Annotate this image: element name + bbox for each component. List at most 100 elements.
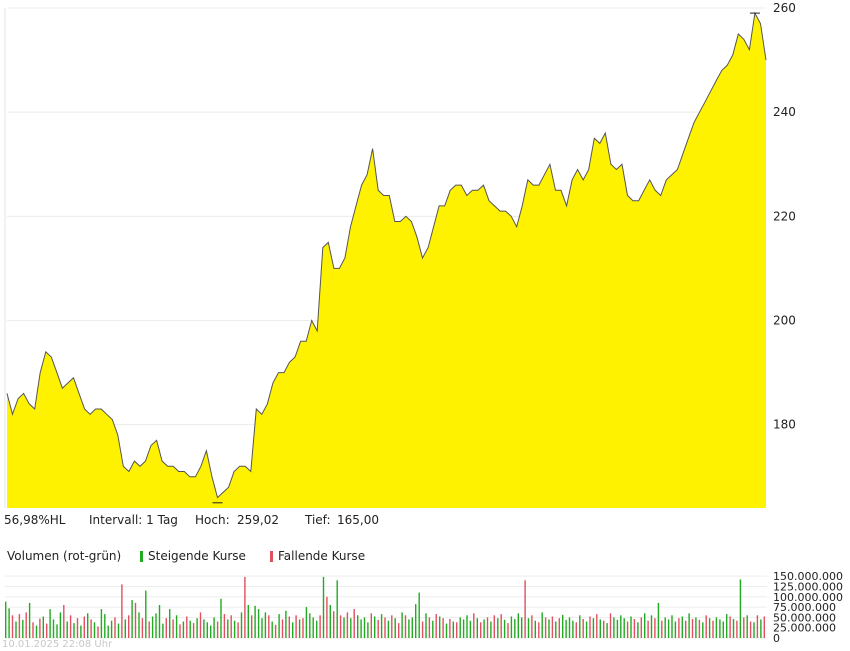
volume-bar — [46, 623, 48, 638]
volume-bar — [623, 618, 625, 638]
volume-bar — [551, 616, 554, 638]
volume-bar — [87, 613, 89, 639]
volume-bar — [206, 622, 208, 638]
volume-bar — [233, 620, 236, 638]
high-label: Hoch: — [195, 513, 230, 527]
volume-y-tick-label: 100.000.000 — [773, 591, 843, 604]
volume-bar — [69, 615, 72, 638]
volume-bar — [251, 615, 253, 638]
volume-bar — [278, 614, 280, 638]
volume-bar — [145, 590, 147, 638]
volume-bar — [158, 605, 161, 638]
volume-bar — [285, 610, 287, 638]
price-chart: 180 200 220 240 260 — [4, 1, 796, 508]
volume-bar — [343, 617, 345, 638]
volume-bar — [377, 619, 379, 638]
volume-bar — [490, 621, 492, 638]
volume-bar — [353, 609, 355, 638]
volume-bar — [339, 615, 342, 638]
volume-bar — [497, 618, 499, 638]
volume-bar — [749, 621, 752, 638]
volume-bar — [104, 614, 106, 638]
volume-bar — [326, 596, 328, 639]
volume-bar — [613, 617, 615, 638]
volume-bar — [589, 616, 591, 638]
volume-bar — [739, 579, 742, 638]
volume-bar — [216, 621, 219, 638]
volume-bar — [452, 621, 454, 638]
volume-bar — [620, 615, 622, 638]
volume-bar — [162, 623, 164, 638]
volume-bar — [644, 613, 646, 639]
volume-bar — [650, 615, 653, 638]
volume-bar — [592, 618, 595, 638]
volume-bar — [59, 612, 62, 638]
volume-bar — [257, 609, 260, 638]
volume-bar — [565, 619, 567, 638]
volume-bar — [685, 620, 687, 638]
price-area — [7, 13, 766, 508]
volume-label: Volumen (rot-grün) — [7, 549, 122, 563]
volume-bar — [572, 620, 574, 638]
volume-bar — [712, 620, 714, 638]
volume-bar — [292, 622, 294, 638]
hl-percent: 56,98%HL — [4, 513, 66, 527]
volume-bar — [302, 618, 304, 638]
volume-bar — [531, 615, 533, 638]
up-swatch — [140, 551, 143, 562]
volume-bar — [247, 605, 249, 638]
volume-bar — [582, 619, 584, 638]
volume-bar — [148, 621, 150, 638]
volume-bar — [753, 622, 755, 638]
volume-bar — [568, 617, 571, 638]
volume-bar — [8, 608, 10, 638]
volume-bar — [261, 618, 263, 638]
volume-bar — [732, 619, 735, 638]
volume-y-tick-label: 75.000.000 — [773, 601, 836, 614]
volume-bar — [630, 616, 632, 638]
volume-bar — [350, 618, 352, 638]
price-y-tick-label: 220 — [773, 209, 796, 223]
volume-bar — [230, 615, 232, 638]
volume-bar — [599, 619, 601, 638]
volume-bar — [743, 617, 745, 638]
volume-bar — [517, 613, 519, 639]
volume-bar — [5, 601, 7, 638]
volume-bar — [281, 619, 284, 638]
volume-bar — [312, 617, 314, 638]
volume-bar — [73, 623, 75, 638]
down-label: Fallende Kurse — [278, 549, 366, 563]
volume-bar — [691, 619, 694, 638]
volume-bar — [66, 621, 68, 638]
volume-bar — [319, 615, 321, 638]
volume-bar — [401, 612, 403, 638]
volume-bar — [462, 619, 465, 638]
volume-bar — [394, 618, 396, 638]
volume-bar — [298, 619, 301, 638]
volume-bar — [503, 619, 506, 638]
volume-bar — [674, 621, 677, 638]
volume-bar — [32, 622, 34, 638]
volume-bar — [295, 615, 297, 638]
volume-bar — [705, 615, 707, 638]
volume-bar — [637, 622, 639, 638]
volume-bar — [346, 612, 349, 638]
volume-bar — [387, 620, 390, 638]
volume-bar — [760, 619, 762, 638]
volume-bar — [661, 620, 663, 638]
volume-bar — [367, 622, 369, 638]
volume-bar — [134, 602, 137, 638]
volume-bar — [370, 613, 372, 639]
volume-bar — [521, 617, 523, 638]
volume-bar — [541, 612, 543, 638]
volume-bar — [418, 592, 420, 638]
volume-bar — [227, 619, 229, 638]
volume-bar — [138, 612, 140, 638]
price-y-tick-label: 260 — [773, 1, 796, 15]
volume-bar — [544, 617, 547, 638]
volume-bar — [445, 623, 448, 638]
volume-bar — [380, 614, 383, 638]
price-line — [6, 11, 767, 499]
volume-bar — [203, 619, 205, 638]
volume-bar — [374, 616, 376, 638]
